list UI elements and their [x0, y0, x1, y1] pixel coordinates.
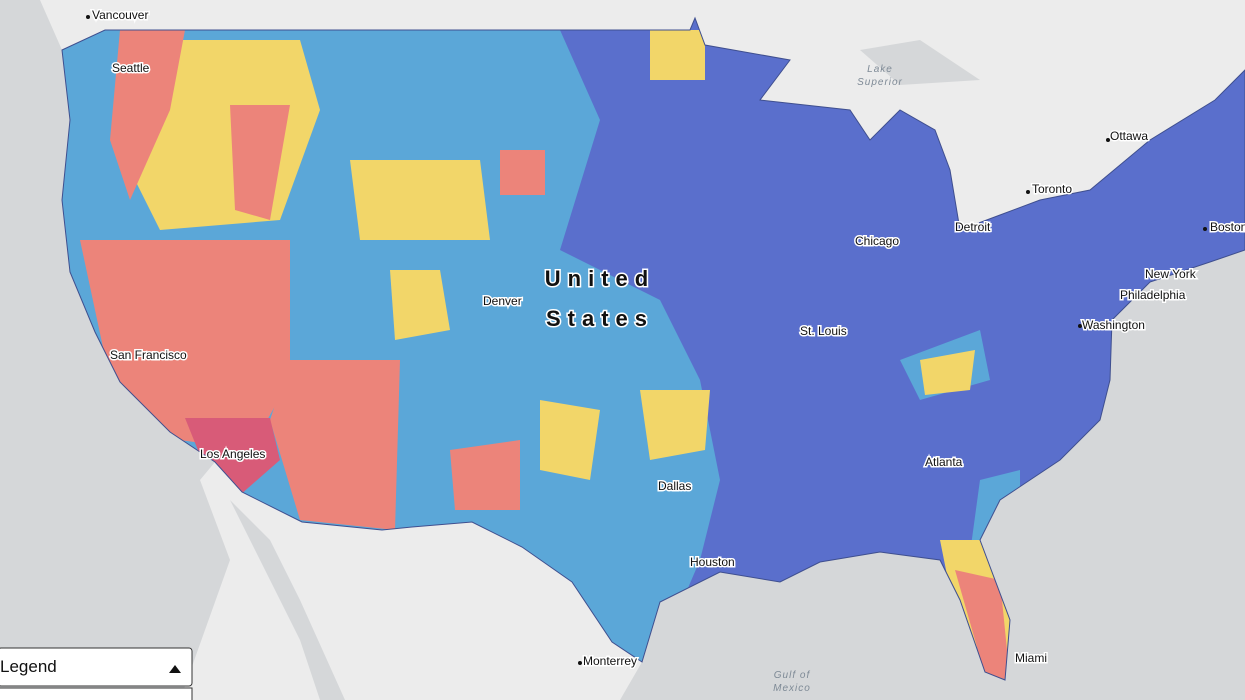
city-label: Atlanta: [925, 455, 963, 469]
region-yellow: [920, 350, 975, 395]
region-yellow: [350, 160, 490, 240]
lake: [860, 40, 980, 85]
gulf-of-california: [230, 500, 345, 700]
region-salmon: [500, 150, 545, 195]
city-dot: [86, 15, 90, 19]
city-dot: [1026, 190, 1030, 194]
city-label: Washington: [1082, 318, 1145, 332]
legend-panel: [0, 687, 193, 700]
region-salmon: [270, 360, 400, 530]
city-label: Houston: [690, 555, 735, 569]
labels: Vancouver Seattle Ottawa Toronto Chicago Detr…: [86, 7, 1245, 694]
city-label: Ottawa: [1110, 129, 1148, 143]
city-label: New York: [1145, 267, 1197, 281]
city-label: Chicago: [855, 234, 899, 248]
city-label: Philadelphia: [1120, 288, 1186, 302]
region-yellow: [390, 270, 450, 340]
city-label: San Francisco: [110, 348, 187, 362]
country-label: States: [546, 306, 654, 331]
city-label: St. Louis: [800, 324, 847, 338]
city-label: Seattle: [112, 61, 150, 75]
city-label: Denver: [483, 294, 522, 308]
mexico-land: [180, 462, 642, 700]
city-dot: [1203, 227, 1207, 231]
water-label: Gulf of: [774, 670, 811, 681]
legend-box[interactable]: [0, 647, 193, 687]
region-salmon: [110, 30, 185, 200]
city-label: Dallas: [658, 479, 691, 493]
city-label: Vancouver: [92, 8, 148, 22]
city-label: Detroit: [955, 220, 991, 234]
region-yellow: [640, 390, 710, 460]
city-label: Monterrey: [583, 654, 637, 668]
city-dot: [1078, 324, 1082, 328]
water-label: Lake: [867, 64, 893, 75]
region-salmon: [955, 570, 1010, 680]
city-label: Los Angeles: [200, 447, 265, 461]
legend-title[interactable]: Legend: [0, 657, 57, 676]
region-salmon: [450, 440, 520, 510]
city-label: Boston: [1210, 220, 1245, 234]
region-yellow: [540, 400, 600, 480]
city-label: Miami: [1015, 651, 1047, 665]
country-label: United: [545, 266, 655, 291]
region-salmon: [230, 105, 290, 220]
city-dot: [578, 661, 582, 665]
water-label: Superior: [857, 77, 903, 88]
region-yellow: [650, 30, 705, 80]
water-label: Mexico: [773, 683, 811, 694]
city-label: Toronto: [1032, 182, 1072, 196]
legend-toggle[interactable]: [169, 665, 181, 673]
city-dot: [1106, 138, 1110, 142]
